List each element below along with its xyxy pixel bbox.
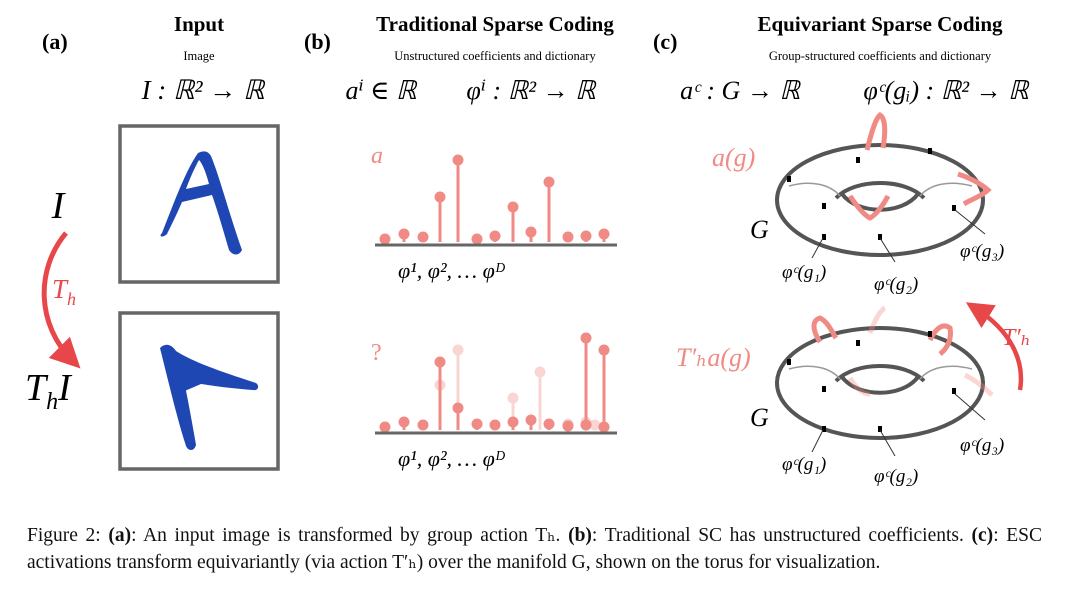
stem-bottom-faded [507,392,519,430]
stem-bottom [543,418,555,430]
g1-label-bottom: φᶜ(g₁) [782,454,826,475]
caption-tag-c: (c) [971,525,994,546]
stem-bottom [471,418,483,430]
pointer-g2-top [879,237,896,263]
input-image-frame [118,124,280,284]
caption-prefix: Figure 2: [27,525,109,546]
stem-bottom-tall [580,332,592,430]
stem-bottom [434,356,446,430]
stem-top [417,231,429,243]
stem-bottom-faded [562,418,574,430]
panel-label-b: (b) [304,29,331,54]
g2-label-bottom: φᶜ(g₂) [874,466,918,487]
pointer-g1-top [811,237,824,259]
formula-b-right: φⁱ : ℝ² → ℝ [466,76,597,105]
pointer-g1-bottom [811,429,824,453]
symbol-I: I [51,185,67,227]
subtitle-c: Group-structured coefficients and dictio… [769,49,992,63]
axis-labels-bottom: φ¹, φ², … φᴰ [398,446,506,471]
pointer-g2-bottom [879,429,896,457]
stem-top [580,230,592,242]
formula-c-right: φᶜ(gᵢ) : ℝ² → ℝ [863,76,1030,105]
stem-bottom [417,419,429,431]
transformed-symbol: ThI [25,367,73,415]
stem-plot-top [379,154,610,245]
stem-top [543,176,555,242]
caption-text-c: : ESC activations transform equivariantl… [27,525,1043,573]
figure-canvas: (a) Input Image I : ℝ² → ℝ I Th ThI (b) … [25,12,1031,487]
transform-arrow [41,231,81,369]
stem-bottom [562,420,574,432]
axis-labels-top: φ¹, φ², … φᴰ [398,258,506,283]
caption-tag-b: (b) [568,525,592,546]
stem-bottom-faded [589,419,601,431]
torus-top [775,111,992,257]
formula-b-left: aⁱ ∈ ℝ [345,76,417,105]
equivariant-arrow [965,302,1024,391]
stem-bottom-faded [534,366,546,430]
stem-bottom-faded [452,344,464,430]
stem-label-top: a [371,143,383,169]
activation-label-bottom: T′ₕa(g) [676,343,751,372]
stem-top [398,228,410,242]
stem-bottom-faded [434,379,446,430]
caption-tag-a: (a) [108,525,132,546]
stem-top [489,230,501,242]
g3-label-bottom: φᶜ(g₃) [960,435,1004,456]
stem-top [471,233,483,245]
equivariant-transform-label: T′ₕ [1002,325,1031,351]
stem-bottom-tall [598,344,610,430]
stem-label-bottom: ? [371,340,382,366]
panel-label-a: (a) [42,29,68,54]
subtitle-a: Image [183,49,215,63]
stem-top [434,191,446,242]
figure-caption: Figure 2: (a): An input image is transfo… [27,522,1042,576]
transform-label: Th [52,274,76,309]
stem-top [525,226,537,242]
transformed-image-frame [118,311,280,471]
panel-label-c: (c) [653,29,677,54]
stem-plot-bottom [379,332,610,433]
torus-bottom [775,305,994,440]
activation-label-top: a(g) [712,143,755,172]
pointer-g3-top [954,209,986,235]
g3-label-top: φᶜ(g₃) [960,241,1004,262]
title-c: Equivariant Sparse Coding [757,12,1003,36]
formula-c-left: aᶜ : G → ℝ [680,76,801,105]
formula-a: I : ℝ² → ℝ [141,75,266,105]
stem-bottom [398,416,410,430]
title-a: Input [174,12,224,36]
g2-label-top: φᶜ(g₂) [874,274,918,295]
rotated-letter-a-glyph [160,344,259,450]
caption-text-b: : Traditional SC has unstructured coeffi… [591,525,972,546]
g1-label-top: φᶜ(g₁) [782,262,826,283]
stem-bottom [507,416,519,430]
stem-bottom [452,402,464,430]
stem-bottom [525,414,537,430]
stem-top [598,228,610,242]
subtitle-b: Unstructured coefficients and dictionary [394,49,596,63]
letter-a-glyph [160,151,242,255]
stem-top [507,201,519,242]
pointer-g3-bottom [954,393,986,421]
stem-top [452,154,464,242]
caption-text-a: : An input image is transformed by group… [131,525,569,546]
manifold-label-top: G [750,215,769,244]
stem-top [562,231,574,243]
title-b: Traditional Sparse Coding [376,12,614,36]
stem-bottom [379,421,391,433]
manifold-label-bottom: G [750,403,769,432]
stem-bottom [489,419,501,431]
stem-top [379,233,391,245]
